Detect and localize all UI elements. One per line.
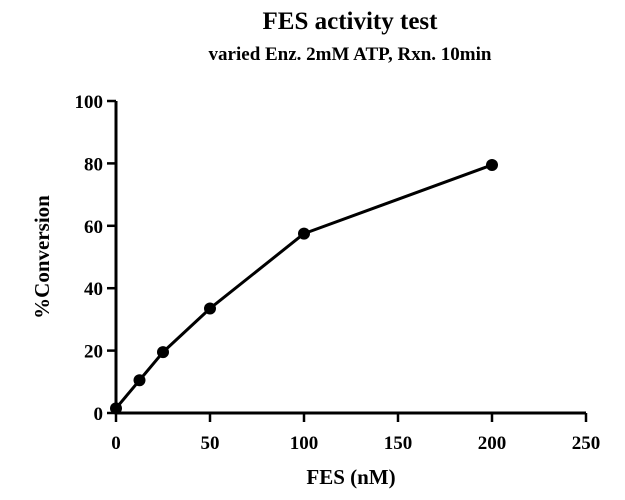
chart-title: FES activity test [262, 8, 438, 35]
data-point [133, 374, 146, 387]
y-tick-label: 80 [84, 154, 103, 175]
axes [114, 101, 586, 415]
y-axis-label: %Conversion [30, 195, 54, 319]
series-line [114, 163, 493, 410]
y-tick-label: 60 [84, 217, 103, 238]
x-tick-label: 50 [201, 433, 220, 454]
x-tick-label: 0 [111, 433, 121, 454]
x-tick-label: 200 [478, 433, 507, 454]
ticks: 0 50 100 150 200 250 0 20 40 60 80 100 [75, 92, 601, 454]
x-tick-label: 150 [384, 433, 413, 454]
data-point [204, 302, 216, 315]
y-tick-label: 20 [84, 342, 103, 363]
data-point [157, 346, 169, 359]
data-point [110, 402, 122, 415]
x-axis-label: FES (nM) [306, 465, 395, 489]
x-tick-label: 100 [290, 433, 319, 454]
series [110, 158, 498, 415]
y-tick-label: 0 [94, 404, 104, 425]
chart-subtitle: varied Enz. 2mM ATP, Rxn. 10min [208, 44, 492, 65]
y-tick-label: 40 [84, 279, 103, 300]
x-tick-label: 250 [572, 433, 601, 454]
data-point [298, 227, 310, 240]
y-tick-label: 100 [75, 92, 104, 113]
data-point [486, 158, 498, 171]
